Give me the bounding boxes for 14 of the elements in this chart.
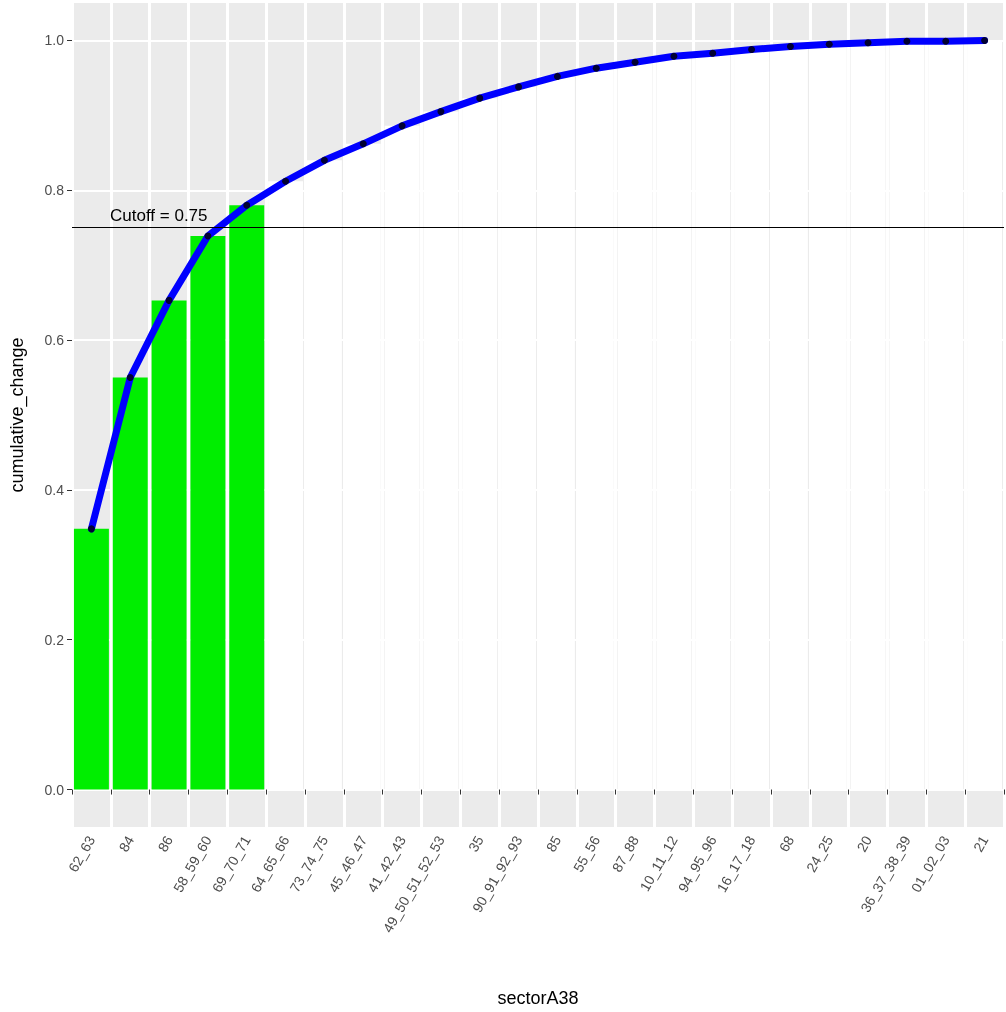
x-tick-label: 85 xyxy=(542,832,565,855)
x-tick-label: 84 xyxy=(115,832,138,855)
y-tick-label: 1.0 xyxy=(44,32,65,49)
x-tick-label: 68 xyxy=(775,832,798,855)
y-axis-title: cumulative_change xyxy=(7,337,28,493)
x-tick-label: 21 xyxy=(969,832,992,855)
y-tick-label: 0.2 xyxy=(44,631,65,648)
y-tick-label: 0.0 xyxy=(44,781,65,798)
y-tick-label: 0.8 xyxy=(44,182,65,199)
y-tick-label: 0.4 xyxy=(44,481,65,498)
x-axis-title: sectorA38 xyxy=(497,988,579,1008)
ref-line-label: Cutoff = 0.75 xyxy=(110,205,208,225)
y-tick-label: 0.6 xyxy=(44,332,65,349)
x-tick-label: 86 xyxy=(154,832,177,855)
